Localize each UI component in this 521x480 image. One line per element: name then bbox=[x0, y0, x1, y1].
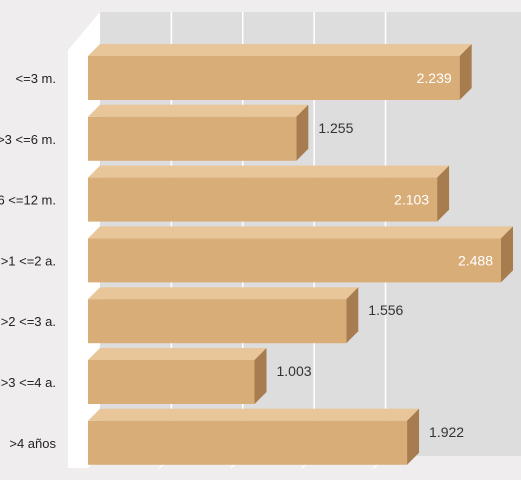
value-label: 1.922 bbox=[429, 424, 464, 440]
bar-top-face bbox=[88, 104, 309, 117]
bar-front-face bbox=[88, 238, 502, 283]
bar-top-face bbox=[88, 44, 472, 56]
bar-top-face bbox=[88, 408, 420, 421]
bar-front-face bbox=[88, 360, 255, 404]
bar-front-face bbox=[88, 299, 347, 344]
value-label: 1.003 bbox=[276, 363, 311, 379]
bar-front-face bbox=[88, 420, 408, 465]
bar-front-face bbox=[88, 116, 297, 161]
bar bbox=[88, 348, 267, 404]
value-label: 1.556 bbox=[368, 302, 403, 318]
category-label: >6 <=12 m. bbox=[0, 193, 56, 208]
bar-side-face bbox=[501, 226, 514, 283]
bar-side-face bbox=[296, 104, 309, 161]
bar-top-face bbox=[88, 348, 267, 360]
bar bbox=[88, 287, 359, 344]
value-labels: 2.239 1.255 2.103 2.488 1.556 1.003 1.922 bbox=[276, 70, 493, 440]
bar bbox=[88, 44, 472, 100]
bar bbox=[88, 408, 420, 465]
bar-side-face bbox=[459, 44, 472, 100]
category-labels: <=3 m. >3 <=6 m. >6 <=12 m. >1 <=2 a. >2 <=3… bbox=[0, 71, 56, 451]
bar-front-face bbox=[88, 56, 460, 100]
bar-front-face bbox=[88, 177, 438, 222]
value-label: 1.255 bbox=[318, 120, 353, 136]
category-label: <=3 m. bbox=[16, 71, 56, 86]
bar-side-face bbox=[407, 408, 420, 465]
value-label: 2.239 bbox=[417, 70, 452, 86]
category-label: >4 años bbox=[9, 436, 56, 451]
bar bbox=[88, 165, 450, 222]
bar-top-face bbox=[88, 226, 514, 239]
bars bbox=[88, 44, 514, 465]
category-label: >2 <=3 a. bbox=[1, 314, 56, 329]
bar-side-face bbox=[254, 348, 267, 404]
bar-side-face bbox=[346, 287, 359, 344]
value-label: 2.103 bbox=[394, 192, 429, 208]
bar bbox=[88, 226, 514, 283]
category-label: >3 <=4 a. bbox=[1, 375, 56, 390]
bar bbox=[88, 104, 309, 161]
category-label: >1 <=2 a. bbox=[1, 253, 56, 268]
bar-top-face bbox=[88, 287, 359, 300]
category-label: >3 <=6 m. bbox=[0, 132, 56, 147]
bar-side-face bbox=[437, 165, 450, 222]
value-label: 2.488 bbox=[458, 252, 493, 268]
bar-top-face bbox=[88, 165, 450, 178]
